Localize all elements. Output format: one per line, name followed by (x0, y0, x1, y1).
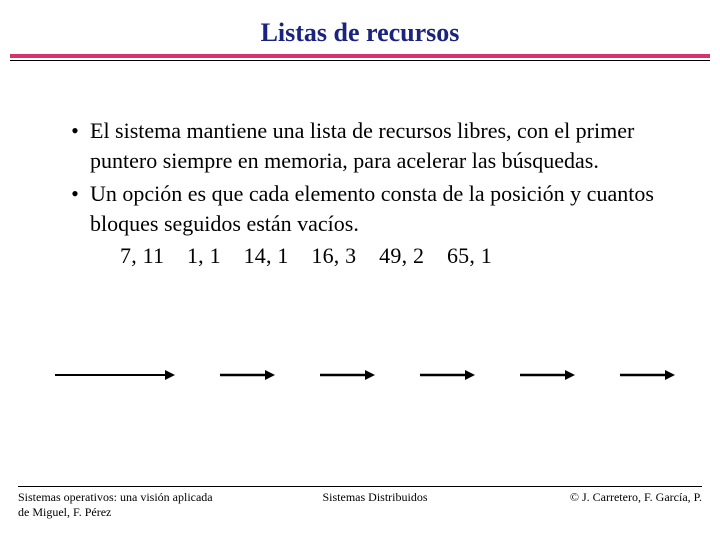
arrows-diagram (0, 365, 720, 415)
title-rule-thick (10, 54, 710, 58)
content-area: • El sistema mantiene una lista de recur… (0, 61, 720, 269)
bullet-marker: • (60, 179, 90, 209)
arrow-icon (620, 365, 677, 385)
bullet-text: El sistema mantiene una lista de recurso… (90, 116, 660, 175)
bullet-text: Un opción es que cada elemento consta de… (90, 179, 660, 238)
numbers-line: 7, 11 1, 1 14, 1 16, 3 49, 2 65, 1 (60, 243, 660, 269)
arrow-icon (320, 365, 377, 385)
footer-left-line1: Sistemas operativos: una visión aplicada (18, 490, 213, 504)
footer-left: Sistemas operativos: una visión aplicada… (18, 490, 248, 520)
footer-left-line2: de Miguel, F. Pérez (18, 505, 111, 519)
footer: Sistemas operativos: una visión aplicada… (0, 486, 720, 520)
arrow-icon (55, 365, 177, 385)
arrow-icon (520, 365, 577, 385)
bullet-item: • El sistema mantiene una lista de recur… (60, 116, 660, 175)
footer-rule (18, 486, 702, 487)
footer-center: Sistemas Distribuidos (248, 490, 502, 505)
slide-title: Listas de recursos (0, 0, 720, 54)
arrow-icon (420, 365, 477, 385)
footer-right: © J. Carretero, F. García, P. (502, 490, 702, 505)
bullet-marker: • (60, 116, 90, 146)
arrow-icon (220, 365, 277, 385)
bullet-item: • Un opción es que cada elemento consta … (60, 179, 660, 238)
